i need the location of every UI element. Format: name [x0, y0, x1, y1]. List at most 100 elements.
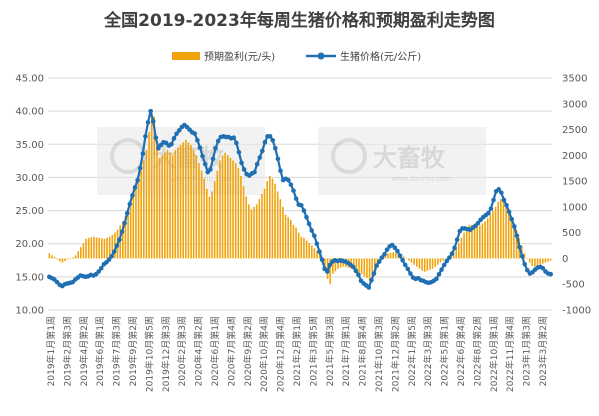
price-point: [475, 220, 481, 226]
profit-bar: [221, 155, 224, 259]
left-tick-label: 10.00: [15, 306, 44, 317]
price-point: [384, 247, 390, 252]
price-point: [324, 269, 330, 274]
watermark-2-brand: 大畜牧: [373, 144, 446, 172]
profit-bar: [69, 258, 72, 259]
x-tick-label: 2019年1月第1周: [45, 316, 57, 386]
price-point: [525, 267, 530, 273]
profit-bar: [187, 142, 190, 259]
profit-bar: [240, 175, 242, 259]
price-point: [319, 257, 325, 262]
price-point: [234, 140, 239, 146]
profit-bar: [489, 214, 492, 259]
profit-bar: [111, 234, 114, 259]
x-tick-label: 2020年4月第2周: [193, 316, 205, 386]
legend-line-label: 生猪价格(元/公斤): [340, 50, 421, 63]
price-point: [231, 135, 237, 140]
price-point: [273, 145, 278, 151]
price-point: [153, 135, 159, 140]
left-tick-label: 30.00: [15, 173, 44, 184]
watermark-2-logo-icon: [331, 138, 367, 174]
price-point: [132, 185, 138, 190]
profit-bar: [486, 218, 489, 259]
profit-bar: [549, 258, 552, 261]
profit-bar: [93, 236, 95, 259]
profit-bar: [353, 258, 355, 270]
profit-bar: [442, 258, 444, 261]
profit-bar: [528, 258, 531, 263]
price-point: [376, 259, 382, 264]
price-point: [298, 202, 304, 208]
legend-bar-swatch: [172, 52, 200, 60]
profit-bar: [290, 219, 292, 259]
x-tick-label: 2023年3月第2周: [537, 316, 549, 386]
price-point: [117, 237, 122, 243]
profit-bar: [416, 258, 418, 267]
profit-bar: [174, 150, 177, 259]
price-point: [200, 153, 205, 159]
x-tick-label: 2019年7月第3周: [111, 316, 123, 386]
x-tick-label: 2022年8月第2周: [471, 316, 483, 386]
profit-bar: [198, 163, 200, 259]
profit-bar: [169, 152, 171, 259]
price-point: [374, 263, 379, 268]
price-point: [278, 168, 283, 174]
profit-bar: [137, 178, 140, 259]
price-point: [288, 182, 294, 188]
price-point: [402, 262, 408, 268]
price-point: [327, 262, 333, 268]
profit-bar: [429, 258, 431, 270]
x-tick-label: 2020年10月第4周: [258, 316, 270, 392]
profit-bar: [271, 178, 274, 259]
profit-bar: [334, 258, 337, 272]
profit-bar: [371, 258, 373, 282]
price-point: [447, 255, 452, 260]
price-point: [452, 245, 457, 250]
price-point: [444, 258, 450, 264]
profit-bar: [48, 253, 51, 259]
right-tick-label: 0: [562, 254, 568, 265]
price-point: [491, 197, 496, 203]
profit-bar: [434, 258, 436, 267]
profit-bar: [355, 258, 358, 272]
price-point: [192, 131, 198, 136]
profit-bar: [59, 258, 61, 262]
price-point: [176, 128, 182, 133]
price-point: [395, 248, 400, 254]
x-tick-label: 2021年8月第4周: [357, 316, 369, 386]
profit-bar: [148, 132, 150, 259]
profit-bar: [284, 214, 287, 259]
profit-bar: [494, 206, 497, 259]
x-tick-label: 2019年4月第2周: [78, 316, 90, 386]
profit-bar: [182, 142, 184, 259]
profit-bar: [313, 248, 316, 259]
x-tick-label: 2019年2月第3周: [61, 316, 73, 386]
profit-bar: [389, 252, 392, 259]
profit-bar: [248, 204, 250, 259]
profit-bar: [426, 258, 429, 271]
left-tick-label: 35.00: [15, 140, 44, 151]
profit-bar: [295, 227, 297, 259]
profit-bar: [497, 201, 499, 259]
profit-bar: [337, 258, 339, 269]
x-tick-label: 2022年5月第1周: [439, 316, 451, 386]
price-point: [96, 269, 101, 274]
profit-bar: [279, 199, 282, 259]
axis-layer: 10.00 15.00 20.00 25.00 30.00 35.00 40.00 45.00…: [15, 74, 591, 393]
profit-bar: [213, 181, 216, 259]
price-point: [145, 120, 151, 125]
price-point: [509, 216, 515, 222]
profit-bar: [405, 258, 408, 259]
watermark-1-site: www.dxumu.com: [170, 175, 230, 183]
x-tick-label: 2021年5月第3周: [324, 316, 336, 386]
profit-bar: [242, 186, 245, 259]
profit-bar: [250, 209, 253, 259]
x-tick-label: 2020年7月第4周: [225, 316, 237, 386]
profit-bar: [177, 147, 179, 259]
profit-bar: [444, 258, 447, 259]
legend: 预期盈利(元/头) 生猪价格(元/公斤): [172, 50, 421, 63]
price-point: [137, 165, 143, 171]
profit-bar: [300, 236, 303, 259]
profit-bar: [129, 201, 132, 259]
profit-bar: [61, 258, 64, 263]
